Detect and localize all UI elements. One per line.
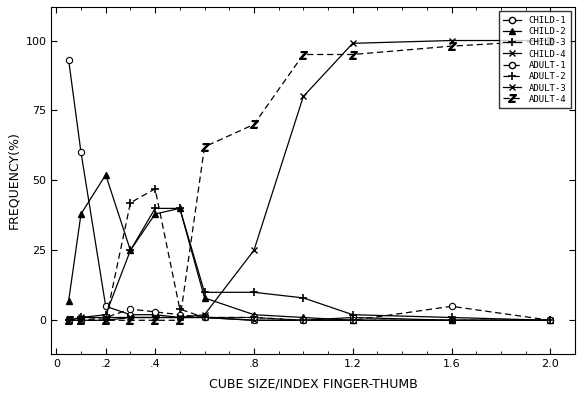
X-axis label: CUBE SIZE/INDEX FINGER-THUMB: CUBE SIZE/INDEX FINGER-THUMB	[209, 377, 417, 390]
Legend: CHILD-1, CHILD-2, CHILD-3, CHILD-4, ADULT-1, ADULT-2, ADULT-3, ADULT-4: CHILD-1, CHILD-2, CHILD-3, CHILD-4, ADUL…	[499, 12, 570, 108]
Y-axis label: FREQUENCY(%): FREQUENCY(%)	[7, 131, 20, 229]
